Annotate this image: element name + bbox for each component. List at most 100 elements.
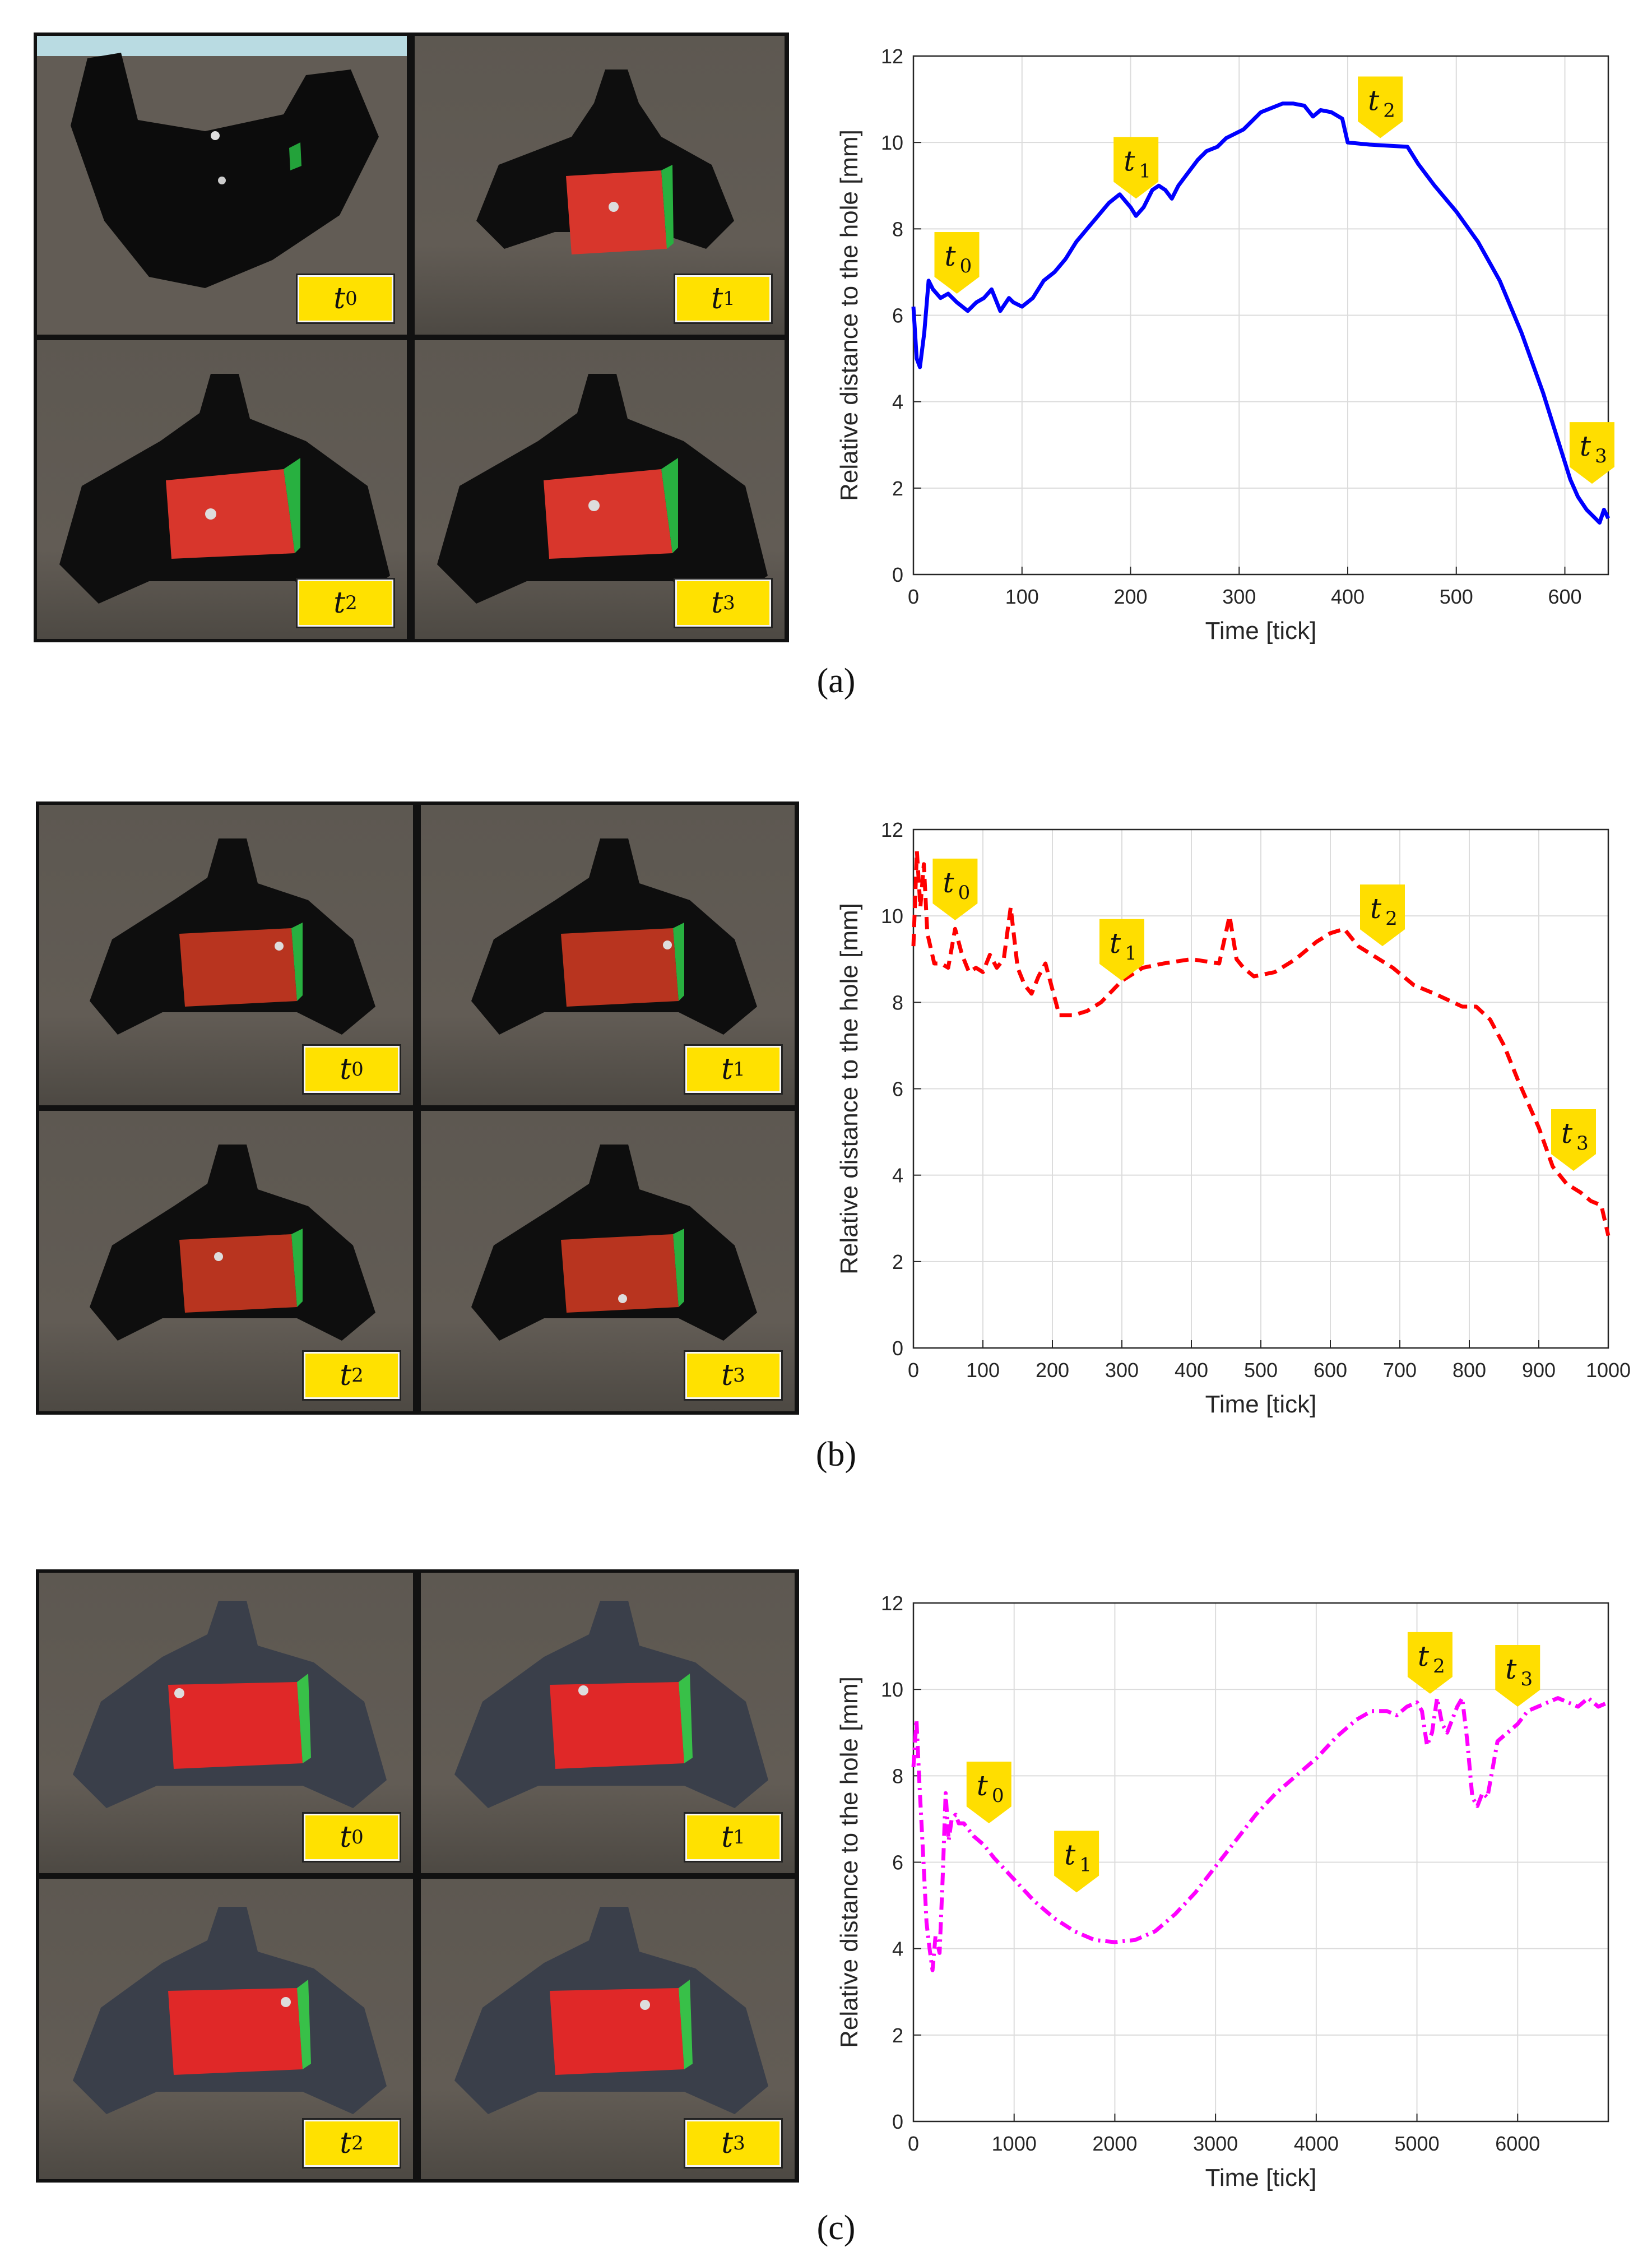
x-tick-label: 400 [1331,585,1365,608]
x-tick-label: 0 [908,1359,919,1382]
marker-tag [1551,1109,1596,1171]
x-tick-label: 3000 [1193,2132,1238,2155]
x-tick-label: 6000 [1495,2132,1540,2155]
y-tick-label: 10 [881,131,903,154]
x-axis-label: Time [tick] [1205,2164,1317,2191]
series-line [911,101,1611,525]
y-tick-label: 6 [892,304,903,327]
y-tick-label: 8 [892,991,903,1014]
marker-label: t [944,240,956,272]
x-tick-label: 300 [1222,585,1256,608]
y-tick-label: 12 [881,45,903,68]
marker-tag [1358,76,1403,138]
y-tick-label: 10 [881,1678,903,1701]
simulation-render [90,838,375,1035]
x-tick-label: 2000 [1092,2132,1137,2155]
y-tick-label: 2 [892,2024,903,2047]
simulation-render [471,1145,757,1341]
panel-caption-c: (c) [816,2209,856,2247]
simulation-render [437,374,768,604]
marker-subscript: 3 [1576,1132,1589,1155]
x-tick-label: 600 [1314,1359,1347,1382]
x-tick-label: 0 [908,2132,919,2155]
x-tick-label: 500 [1244,1359,1278,1382]
x-tick-label: 900 [1522,1359,1556,1382]
marker-label: t [977,1769,989,1802]
marker-subscript: 3 [1595,445,1607,467]
simulation-render [73,1907,387,2114]
marker-label: t [943,867,954,899]
x-axis-label: Time [tick] [1205,1391,1317,1418]
simulation-render [73,1601,387,1808]
x-tick-label: 500 [1440,585,1473,608]
marker-label: t [1580,430,1591,462]
x-axis-label: Time [tick] [1205,617,1317,645]
x-tick-label: 200 [1036,1359,1069,1382]
marker-label: t [1368,84,1380,117]
y-axis-label: Relative distance to the hole [mm] [836,1676,863,2048]
y-tick-label: 2 [892,477,903,500]
x-tick-label: 4000 [1294,2132,1339,2155]
simulation-render [471,838,757,1035]
marker-tag [1099,919,1144,981]
x-tick-label: 300 [1105,1359,1139,1382]
marker-tag [932,858,978,920]
y-tick-label: 0 [892,1337,903,1360]
marker-label: t [1110,927,1121,960]
marker-subscript: 1 [1125,942,1137,965]
y-tick-label: 4 [892,1938,903,1961]
simulation-render [90,1145,375,1341]
y-axis-label: Relative distance to the hole [mm] [836,129,863,501]
simulation-render [454,1907,768,2114]
simulation-render [476,70,734,254]
x-tick-label: 700 [1383,1359,1417,1382]
marker-tag [1054,1831,1099,1893]
marker-label: t [1561,1117,1573,1150]
simulation-render [454,1601,768,1808]
y-tick-label: 0 [892,563,903,586]
marker-subscript: 1 [1079,1854,1092,1876]
y-tick-label: 6 [892,1078,903,1101]
simulation-render [71,53,379,288]
x-tick-label: 1000 [1586,1359,1631,1382]
y-tick-label: 6 [892,1851,903,1874]
marker-subscript: 1 [1139,160,1151,182]
marker-subscript: 2 [1383,99,1395,122]
y-tick-label: 8 [892,217,903,240]
marker-tag [1360,884,1405,947]
marker-tag [1495,1645,1540,1707]
x-tick-label: 0 [908,585,919,608]
marker-tag [934,231,980,294]
x-tick-label: 200 [1113,585,1147,608]
marker-subscript: 0 [958,882,971,904]
